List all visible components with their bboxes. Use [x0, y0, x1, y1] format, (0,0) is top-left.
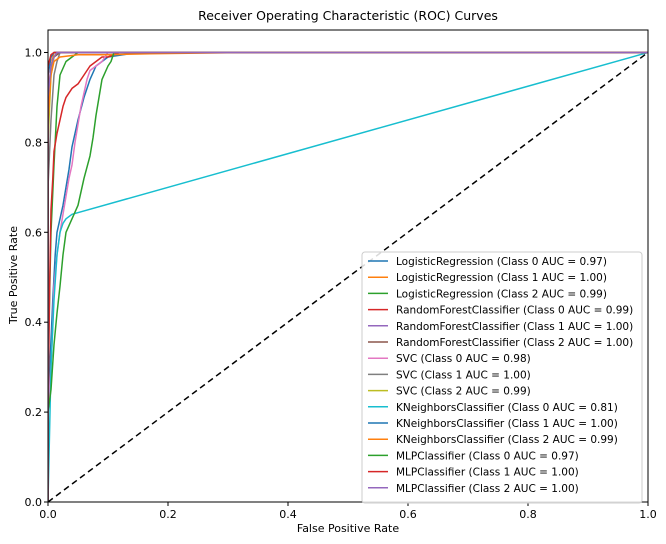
legend-entry: LogisticRegression (Class 0 AUC = 0.97) — [396, 256, 607, 268]
y-tick-label: 1.0 — [25, 46, 43, 59]
legend-entry: RandomForestClassifier (Class 0 AUC = 0.… — [396, 305, 633, 317]
chart-title: Receiver Operating Characteristic (ROC) … — [198, 8, 498, 23]
y-axis-label: True Positive Rate — [7, 226, 20, 325]
series-line-12 — [48, 51, 648, 502]
legend-entry: KNeighborsClassifier (Class 0 AUC = 0.81… — [396, 402, 618, 414]
x-axis-label: False Positive Rate — [297, 522, 399, 535]
legend: LogisticRegression (Class 0 AUC = 0.97) L… — [361, 251, 643, 504]
x-tick-label: 0.8 — [519, 508, 537, 521]
legend-entry: KNeighborsClassifier (Class 1 AUC = 1.00… — [396, 418, 618, 430]
legend-box — [361, 251, 643, 504]
legend-entry: KNeighborsClassifier (Class 2 AUC = 0.99… — [396, 434, 618, 446]
series-line-0 — [48, 51, 648, 502]
chance-diagonal-line — [48, 51, 648, 502]
series-line-14 — [48, 51, 648, 502]
y-tick-label: 0.6 — [25, 226, 43, 239]
series-line-9 — [48, 51, 648, 502]
plot-area: 0.0 0.2 0.4 0.6 0.8 1.0 0.0 0.2 0.4 0.6 0.8 1.0 Logi… — [25, 29, 657, 521]
x-tick-label: 0.2 — [159, 508, 177, 521]
x-tick-label: 1.0 — [639, 508, 657, 521]
series-lines — [48, 51, 648, 502]
x-tick-label: 0.4 — [279, 508, 297, 521]
legend-entry: RandomForestClassifier (Class 1 AUC = 1.… — [396, 321, 633, 333]
legend-entry: LogisticRegression (Class 2 AUC = 0.99) — [396, 288, 607, 300]
y-tick-label: 0.8 — [25, 136, 43, 149]
legend-entry: SVC (Class 0 AUC = 0.98) — [396, 353, 531, 365]
y-tick-label: 0.0 — [25, 496, 43, 509]
y-tick-label: 0.2 — [25, 406, 43, 419]
legend-entry: MLPClassifier (Class 2 AUC = 1.00) — [396, 483, 579, 495]
legend-entry: LogisticRegression (Class 1 AUC = 1.00) — [396, 272, 607, 284]
x-tick-label: 0.6 — [399, 508, 417, 521]
legend-entry: MLPClassifier (Class 0 AUC = 0.97) — [396, 450, 579, 462]
legend-entry: RandomForestClassifier (Class 2 AUC = 1.… — [396, 337, 633, 349]
legend-entry: MLPClassifier (Class 1 AUC = 1.00) — [396, 467, 579, 479]
legend-entry: SVC (Class 2 AUC = 0.99) — [396, 386, 531, 398]
x-tick-label: 0.0 — [39, 508, 57, 521]
plot-frame — [47, 29, 649, 503]
y-tick-label: 0.4 — [25, 316, 43, 329]
legend-entry: SVC (Class 1 AUC = 1.00) — [396, 369, 531, 381]
